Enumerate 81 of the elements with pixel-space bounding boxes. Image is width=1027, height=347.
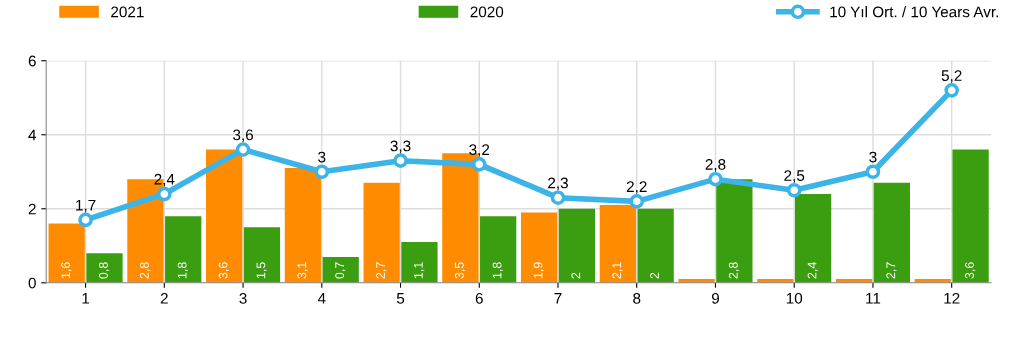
data-label: 2,4 [807, 262, 818, 279]
y-tick-label: 6 [28, 55, 36, 67]
point [314, 164, 330, 180]
data-label: 1,8 [492, 262, 503, 279]
bar [637, 208, 674, 283]
point [550, 190, 566, 205]
x-tick-label: 7 [554, 293, 562, 304]
data-label: 1,7 [76, 199, 96, 213]
bar [401, 242, 438, 283]
x-tick-label: 6 [475, 292, 483, 304]
data-label: 3,5 [454, 262, 466, 279]
x-tick-label: 3 [239, 292, 247, 304]
legend-label: 2021 [111, 6, 144, 18]
data-label: 2,8 [728, 262, 740, 279]
data-label: 2,2 [626, 181, 647, 194]
data-label: 3 [869, 151, 877, 163]
data-label: 2,5 [784, 170, 805, 183]
data-label: 5,2 [941, 70, 962, 83]
data-label: 1,1 [414, 262, 425, 279]
point [393, 153, 408, 168]
bar [794, 193, 832, 283]
data-label: 1,6 [61, 262, 72, 279]
x-tick-label: 10 [786, 292, 803, 304]
data-label: 3,6 [218, 262, 229, 279]
point [865, 164, 881, 180]
data-label: 2,4 [154, 173, 175, 187]
data-label: 3,2 [469, 144, 490, 157]
point [786, 182, 802, 198]
bar [363, 182, 400, 283]
bar [480, 216, 517, 283]
y-tick-label: 0 [28, 277, 36, 289]
data-label: 3 [318, 151, 326, 163]
x-tick-label: 8 [633, 292, 641, 304]
data-label: 1,9 [533, 262, 544, 279]
bar [86, 253, 123, 283]
bar [284, 168, 322, 283]
y-tick-label: 4 [28, 129, 37, 141]
x-tick-label: 11 [866, 293, 881, 304]
data-label: 3,1 [297, 262, 308, 279]
data-label: 3,6 [965, 262, 976, 279]
bar [952, 149, 989, 283]
point [629, 194, 645, 209]
data-label: 0,7 [335, 262, 346, 279]
data-label: 2 [650, 272, 659, 279]
data-label: 2,3 [548, 177, 568, 191]
x-tick-label: 1 [82, 293, 90, 304]
data-label: 2 [571, 272, 581, 279]
bar [599, 205, 636, 283]
data-label: 0,8 [98, 262, 110, 279]
data-label: 2,8 [705, 159, 726, 172]
bar [873, 182, 910, 283]
point [944, 83, 959, 98]
data-label: 1,5 [256, 262, 267, 279]
point [157, 186, 172, 202]
data-label: 2,1 [612, 262, 623, 279]
point [78, 212, 93, 228]
legend-label: 10 Yıl Ort. / 10 Years Avr. [830, 6, 998, 18]
legend-label: 2020 [470, 6, 504, 18]
point [708, 171, 723, 187]
bar [206, 149, 243, 283]
bar [322, 256, 359, 283]
bar [165, 216, 202, 283]
x-tick-label: 5 [396, 293, 405, 304]
data-label: 3,6 [233, 129, 254, 143]
point [235, 142, 251, 157]
bar [243, 227, 281, 283]
bar [520, 212, 558, 283]
data-label: 2,7 [886, 262, 897, 279]
x-tick-label: 12 [944, 292, 960, 304]
x-tick-label: 4 [317, 293, 326, 304]
bar [558, 208, 596, 283]
data-label: 2,8 [139, 262, 151, 279]
data-label: 2,7 [376, 262, 387, 279]
bar [48, 223, 85, 283]
x-tick-label: 2 [160, 292, 168, 304]
data-label: 1,8 [177, 262, 189, 279]
y-tick-label: 2 [28, 203, 36, 215]
x-tick-label: 9 [711, 292, 719, 304]
data-label: 3,3 [390, 140, 411, 154]
bar [716, 179, 753, 283]
point [471, 157, 487, 172]
